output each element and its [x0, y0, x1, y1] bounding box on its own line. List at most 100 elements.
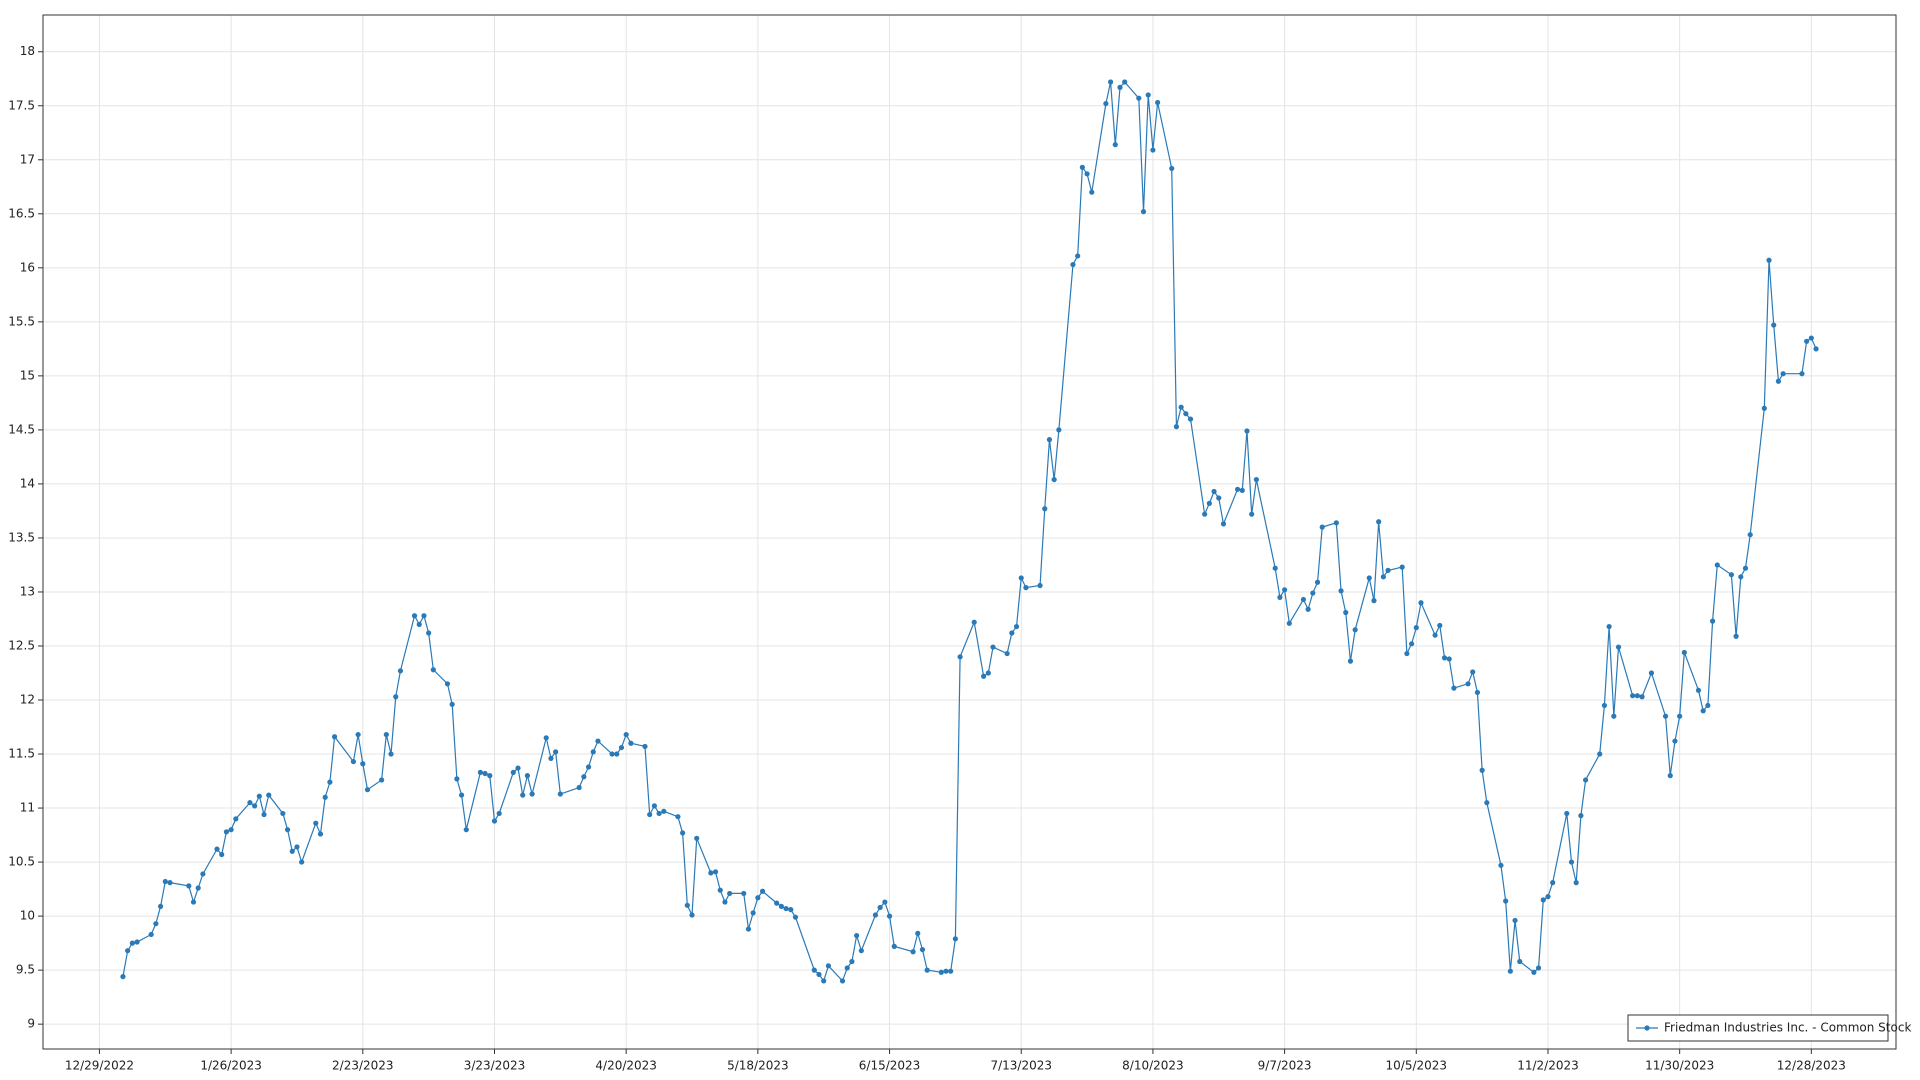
- data-point: [614, 751, 620, 757]
- data-point: [628, 740, 634, 746]
- data-point: [444, 681, 451, 687]
- data-point: [1169, 165, 1175, 172]
- data-point: [1272, 565, 1278, 571]
- data-point: [1300, 596, 1307, 603]
- data-point: [825, 963, 832, 969]
- y-tick-label: 14.5: [8, 422, 35, 436]
- y-tick-label: 10: [20, 909, 35, 923]
- data-point: [1517, 958, 1523, 965]
- data-point: [1150, 147, 1156, 153]
- data-point: [1347, 658, 1354, 664]
- data-point: [548, 755, 554, 761]
- data-point: [496, 810, 502, 817]
- data-point: [952, 936, 958, 942]
- data-point: [1672, 738, 1678, 744]
- data-point: [1714, 562, 1720, 568]
- data-point: [1009, 630, 1015, 636]
- data-point: [1202, 511, 1208, 517]
- data-point: [985, 670, 991, 676]
- y-tick-label: 14: [20, 476, 35, 490]
- data-point: [1187, 416, 1194, 422]
- data-point: [1343, 609, 1349, 616]
- data-point: [948, 968, 954, 974]
- x-tick-label: 5/18/2023: [727, 1059, 789, 1073]
- data-point: [266, 792, 272, 798]
- data-point: [1140, 209, 1147, 215]
- data-point: [1056, 427, 1062, 433]
- data-point: [388, 751, 394, 757]
- data-point: [364, 787, 371, 793]
- data-point: [1173, 424, 1180, 430]
- data-point: [1728, 572, 1734, 578]
- data-point: [393, 694, 399, 700]
- data-point: [449, 701, 455, 707]
- data-point: [623, 731, 629, 738]
- data-point: [915, 930, 921, 936]
- data-point: [891, 943, 897, 949]
- data-point: [1319, 524, 1325, 530]
- data-point: [317, 831, 324, 837]
- data-point: [327, 779, 333, 785]
- data-point: [421, 613, 427, 619]
- data-point: [228, 827, 234, 833]
- data-point: [219, 851, 225, 858]
- data-point: [816, 971, 822, 978]
- x-tick-label: 12/28/2023: [1777, 1059, 1846, 1073]
- x-tick-label: 11/2/2023: [1517, 1059, 1579, 1073]
- data-point: [1070, 261, 1076, 268]
- data-point: [971, 619, 977, 625]
- data-point: [1771, 322, 1777, 328]
- data-point: [647, 811, 653, 818]
- data-point: [1766, 257, 1772, 263]
- data-point: [1573, 880, 1579, 886]
- data-point: [1540, 897, 1546, 903]
- data-point: [186, 883, 192, 889]
- x-tick-label: 1/26/2023: [200, 1059, 262, 1073]
- data-point: [289, 848, 295, 854]
- data-point: [280, 810, 286, 817]
- y-tick-label: 13: [20, 584, 35, 598]
- data-point: [195, 885, 201, 891]
- data-point: [510, 769, 516, 776]
- data-point: [924, 967, 930, 973]
- data-point: [1112, 142, 1118, 148]
- data-point: [774, 900, 780, 906]
- data-point: [656, 810, 662, 817]
- data-point: [383, 731, 389, 738]
- data-point: [1507, 968, 1513, 974]
- data-point: [1004, 650, 1010, 657]
- data-point: [1305, 606, 1311, 612]
- data-point: [1234, 486, 1241, 492]
- data-point: [886, 913, 893, 919]
- data-point: [1705, 702, 1711, 709]
- data-point: [1051, 476, 1057, 483]
- data-point: [247, 800, 253, 806]
- data-point: [788, 907, 794, 913]
- data-point: [1371, 598, 1377, 604]
- data-point: [792, 914, 799, 920]
- data-point: [1239, 487, 1245, 494]
- data-point: [1470, 669, 1476, 675]
- data-point: [1446, 656, 1452, 662]
- data-point: [1206, 500, 1212, 506]
- data-point: [981, 673, 987, 679]
- y-tick-label: 9: [27, 1017, 35, 1031]
- data-point: [1606, 623, 1612, 630]
- data-point: [1677, 713, 1683, 719]
- data-point: [609, 751, 615, 757]
- data-point: [477, 769, 483, 776]
- data-point: [129, 940, 135, 946]
- data-point: [1084, 171, 1090, 177]
- data-point: [1089, 189, 1095, 195]
- data-point: [1550, 880, 1556, 886]
- legend-label: Friedman Industries Inc. - Common Stock: [1664, 1021, 1911, 1035]
- data-point: [1738, 574, 1744, 580]
- data-point: [120, 974, 126, 980]
- data-point: [1799, 371, 1805, 377]
- data-point: [1282, 587, 1288, 593]
- data-point: [1582, 777, 1589, 783]
- data-point: [1380, 574, 1386, 580]
- data-point: [1277, 594, 1283, 600]
- data-point: [1333, 520, 1339, 526]
- x-tick-label: 7/13/2023: [990, 1059, 1052, 1073]
